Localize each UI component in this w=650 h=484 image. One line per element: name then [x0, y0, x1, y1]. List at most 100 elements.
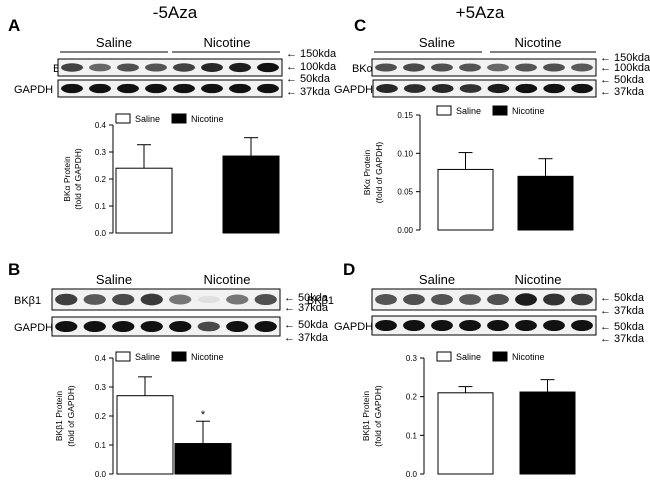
- blot-band: [515, 319, 537, 332]
- blot-row-label: BKβ1: [307, 295, 334, 307]
- blot-band: [431, 63, 453, 72]
- y-tick-label: 0.00: [397, 226, 413, 235]
- blot-row-label: GAPDH: [14, 84, 53, 96]
- blot-band: [375, 319, 397, 332]
- y-tick-label: 0.1: [406, 431, 418, 440]
- blot-band: [403, 319, 425, 332]
- panels: ASalineNicotineBKαGAPDH← 150kda← 100kda←…: [8, 16, 650, 479]
- blot-band: [117, 83, 139, 94]
- blot-band: [117, 63, 139, 72]
- legend-swatch-saline: [436, 105, 452, 116]
- mw-marker: ← 37kda: [284, 302, 329, 314]
- y-axis-label: BKα Protein: [62, 156, 72, 202]
- y-axis-label: BKβ1 Protein: [361, 391, 371, 442]
- blot-band: [403, 293, 425, 306]
- y-tick-label: 0.3: [95, 148, 107, 157]
- blot-band: [487, 83, 510, 94]
- blot-band: [112, 293, 135, 306]
- blot-band: [515, 63, 537, 72]
- blot-band: [431, 84, 454, 93]
- blot-band: [459, 294, 481, 305]
- blot-band: [145, 63, 167, 72]
- mw-marker: ← 37kda: [600, 305, 645, 317]
- y-tick-label: 0.10: [397, 149, 413, 158]
- blot-row-label: GAPDH: [14, 322, 53, 334]
- blot-group-label: Nicotine: [515, 272, 562, 287]
- y-tick-label: 0.1: [95, 202, 107, 211]
- blot-band: [197, 321, 220, 332]
- blot-strip: [51, 316, 281, 337]
- y-tick-label: 0.1: [95, 441, 107, 450]
- legend-swatch-nicotine: [171, 113, 187, 124]
- blot-band: [61, 63, 83, 72]
- blot-band: [543, 83, 566, 94]
- bar: [116, 395, 174, 475]
- mw-marker: ← 50kda: [600, 292, 645, 304]
- y-tick-label: 0.4: [95, 354, 107, 363]
- blot-band: [173, 83, 195, 94]
- blot-group-label: Saline: [419, 272, 455, 287]
- blot-band: [201, 83, 223, 94]
- blot-row-label: GAPDH: [334, 84, 373, 96]
- y-tick-label: 0.2: [95, 175, 107, 184]
- legend-swatch-nicotine: [492, 105, 508, 116]
- blot-band: [229, 62, 251, 73]
- bar-chart: 0.0 0.1 0.2 0.3 0.4 BKα Protein (fold of GAPDH…: [62, 113, 280, 238]
- blot-band: [403, 84, 426, 93]
- mw-marker: ← 50kda: [600, 321, 645, 333]
- blot-band: [376, 84, 398, 93]
- blot-strip: [51, 288, 281, 311]
- mw-marker: ← 100kda: [600, 62, 650, 74]
- legend-label: Nicotine: [191, 114, 224, 124]
- blot-band: [459, 84, 482, 93]
- mw-marker: ← 50kda: [600, 74, 645, 86]
- y-tick-label: 0.2: [406, 393, 418, 402]
- bar-chart: 0.00 0.05 0.10 0.15 BKα Protein (fold of GAPD…: [362, 105, 574, 235]
- blot-band: [140, 320, 163, 333]
- mw-marker: ← 50kda: [284, 319, 329, 331]
- legend-label: Nicotine: [512, 106, 545, 116]
- y-axis-label: (fold of GAPDH): [373, 385, 383, 447]
- blot-band: [226, 294, 249, 305]
- blot-band: [431, 319, 453, 332]
- panel-letter: D: [343, 260, 355, 279]
- blot-row-label: BKα: [352, 63, 374, 75]
- mw-marker: ← 37kda: [600, 86, 645, 98]
- bar: [517, 175, 574, 231]
- blot-band: [515, 293, 537, 306]
- blot-band: [55, 293, 78, 306]
- blot-band: [145, 83, 167, 94]
- blot-band: [254, 293, 277, 306]
- y-tick-label: 0.0: [406, 470, 418, 479]
- bar-chart: 0.0 0.1 0.2 0.3 0.4 BKβ1 Protein (fold of GAPD…: [54, 351, 232, 479]
- y-axis-label: (fold of GAPDH): [73, 148, 83, 210]
- mw-marker: ← 150kda: [286, 48, 337, 60]
- blot-band: [571, 63, 593, 72]
- legend: Saline Nicotine: [115, 113, 224, 124]
- legend-label: Saline: [135, 352, 160, 362]
- y-tick-label: 0.0: [95, 229, 107, 238]
- blot-band: [169, 320, 192, 333]
- y-tick-label: 0.2: [95, 412, 107, 421]
- blot-band: [543, 63, 565, 72]
- blot-group-label: Saline: [96, 35, 132, 50]
- mw-marker: ← 50kda: [286, 73, 331, 85]
- bar: [222, 155, 280, 234]
- blot-band: [487, 293, 509, 306]
- blot-band: [169, 294, 192, 305]
- panel-letter: A: [8, 16, 20, 35]
- y-axis-label: (fold of GAPDH): [374, 142, 384, 204]
- panel-letter: B: [8, 260, 20, 279]
- blot-band: [197, 295, 220, 304]
- blot-group-label: Nicotine: [204, 35, 251, 50]
- blot-band: [375, 294, 397, 305]
- blot-band: [375, 63, 397, 72]
- bar: [437, 168, 494, 231]
- blot-band: [459, 63, 481, 72]
- blot-row-label: GAPDH: [334, 321, 373, 333]
- blot-band: [173, 63, 195, 72]
- y-axis-label: BKβ1 Protein: [54, 391, 64, 442]
- mw-marker: ← 37kda: [284, 332, 329, 344]
